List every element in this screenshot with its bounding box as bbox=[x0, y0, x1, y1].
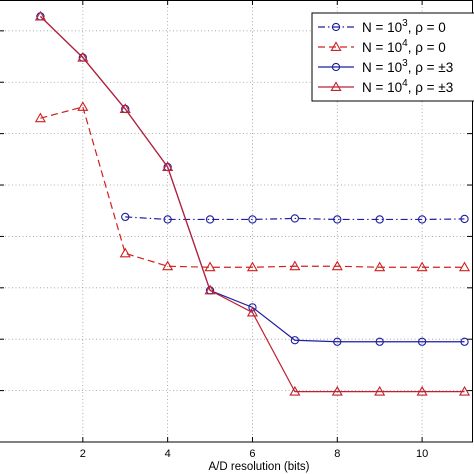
series-4 bbox=[34, 10, 471, 396]
legend-entry: N = 103, ρ = 0 bbox=[318, 18, 446, 35]
legend-label: N = 104, ρ = 0 bbox=[362, 38, 446, 55]
legend-label: N = 103, ρ = ±3 bbox=[362, 58, 453, 75]
series-1-point bbox=[460, 214, 469, 224]
series-4-point bbox=[77, 51, 89, 62]
series-1 bbox=[121, 212, 469, 224]
series-3-point bbox=[290, 336, 300, 345]
legend: N = 103, ρ = 0 N = 104, ρ = 0 N = 103, ρ =… bbox=[311, 12, 474, 102]
series-2-line bbox=[40, 106, 465, 268]
series-2-point bbox=[374, 261, 386, 272]
legend-entry: N = 104, ρ = 0 bbox=[318, 38, 446, 55]
series-2-point bbox=[119, 247, 131, 258]
legend-marker bbox=[331, 62, 341, 72]
series-4-point bbox=[416, 385, 428, 396]
legend-marker bbox=[331, 22, 341, 32]
series-1-point bbox=[121, 212, 130, 222]
series-3-point bbox=[375, 337, 384, 346]
x-axis-label: A/D resolution (bits) bbox=[209, 461, 310, 473]
legend-marker bbox=[330, 41, 342, 52]
series-1-point bbox=[163, 215, 172, 224]
x-tick-label: 2 bbox=[80, 448, 86, 460]
legend-label: N = 103, ρ = 0 bbox=[362, 18, 446, 35]
series-2-point bbox=[162, 260, 174, 271]
series-4-point bbox=[374, 385, 386, 396]
x-tick-label: 10 bbox=[416, 448, 428, 460]
series-1-point bbox=[375, 215, 384, 224]
series-1-point bbox=[333, 215, 342, 224]
series-2-point bbox=[34, 112, 46, 123]
legend-marker bbox=[330, 81, 342, 91]
series-3-point bbox=[333, 337, 342, 346]
series-2-point bbox=[416, 261, 428, 272]
series-2-point bbox=[331, 260, 343, 271]
series-4-point bbox=[162, 161, 174, 172]
series-4-point bbox=[289, 385, 301, 396]
series-4-point bbox=[458, 385, 471, 396]
series-1-point bbox=[417, 215, 427, 224]
series-1-line bbox=[125, 216, 465, 221]
series-4-point bbox=[204, 284, 216, 295]
series-2-point bbox=[246, 261, 259, 272]
series-2-point bbox=[458, 261, 471, 272]
legend-entry: N = 103, ρ = ±3 bbox=[318, 58, 453, 75]
legend-label: N = 104, ρ = ±3 bbox=[362, 78, 453, 95]
series-4-point bbox=[246, 306, 259, 317]
legend-box bbox=[311, 12, 474, 102]
series-4-line bbox=[39, 16, 465, 393]
series-3-point bbox=[460, 337, 469, 346]
series-1-point bbox=[205, 215, 215, 224]
x-tick-label: 8 bbox=[334, 448, 340, 460]
x-tick-label: 4 bbox=[165, 448, 171, 460]
series-2-point bbox=[289, 260, 301, 271]
series-4-point bbox=[331, 385, 343, 396]
series-2-point bbox=[204, 261, 216, 272]
series-3-point bbox=[248, 303, 257, 312]
series-1-point bbox=[248, 215, 257, 224]
series-2-point bbox=[77, 101, 89, 111]
legend-entry: N = 104, ρ = ±3 bbox=[318, 78, 453, 95]
series-3-point bbox=[417, 337, 427, 346]
series-4-point bbox=[34, 10, 46, 21]
series-1-point bbox=[290, 214, 300, 223]
x-tick-label: 6 bbox=[249, 448, 255, 460]
series-2 bbox=[34, 101, 471, 272]
series-layer bbox=[34, 10, 471, 396]
series-4-point bbox=[119, 103, 131, 113]
